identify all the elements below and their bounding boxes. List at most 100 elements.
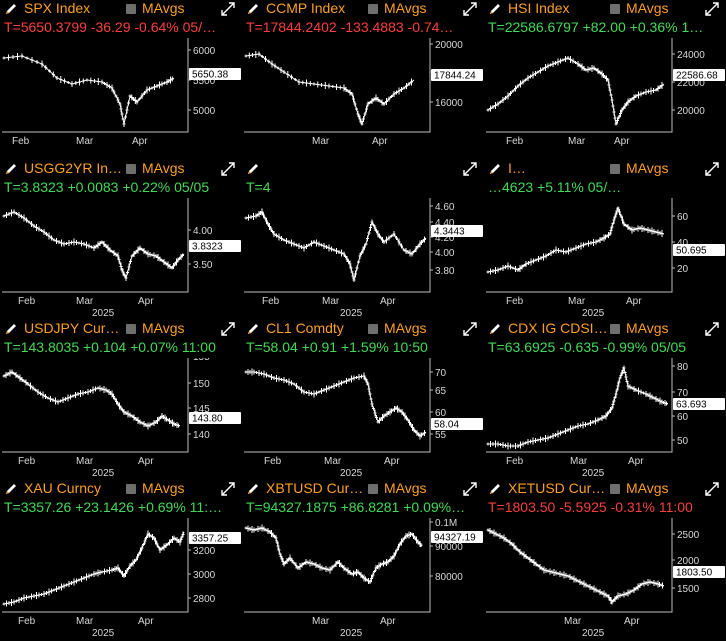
chart-panel[interactable]: XAU Curncy MAvgs T=3357.26 +23.1426 +0.69%… [0,480,242,640]
mavgs-label[interactable]: MAvgs [626,160,669,176]
mavgs-checkbox-icon[interactable] [368,4,378,14]
price-bar [66,81,70,84]
price-chart[interactable]: 3200 3000 2800 3357.25 Feb Mar Apr 2025 [0,518,242,640]
security-title[interactable]: CCMP Index [266,0,346,16]
expand-arrows-icon[interactable] [220,161,236,177]
pencil-icon[interactable] [246,322,260,336]
price-bar [41,391,45,399]
mavgs-label[interactable]: MAvgs [142,160,185,176]
expand-arrows-icon[interactable] [462,1,478,17]
mavgs-label[interactable]: MAvgs [626,480,669,496]
price-chart[interactable]: 2500 2000 1500 1803.50 Mar Apr 2025 [484,518,726,640]
chart-panel[interactable]: HSI Index MAvgs T=22586.6797 +82.00 +0.36%… [484,0,726,160]
security-title[interactable]: USDJPY Cur… [24,320,120,336]
security-title[interactable]: CL1 Comdty [266,320,344,336]
mavgs-checkbox-icon[interactable] [126,324,136,334]
y-tick-label: 2800 [193,594,216,605]
expand-arrows-icon[interactable] [704,1,720,17]
price-bar [254,51,258,58]
price-bar [499,267,502,271]
price-chart[interactable]: 155 150 145 140 143.80 Feb Mar Apr 2025 [0,358,242,480]
pencil-icon[interactable] [488,482,502,496]
chart-panel[interactable]: CL1 Comdty MAvgs T=58.04 +0.91 +1.59% 10:5… [242,320,484,480]
pencil-icon[interactable] [488,2,502,16]
pencil-icon[interactable] [488,322,502,336]
security-title[interactable]: I… [508,160,526,176]
expand-arrows-icon[interactable] [220,1,236,17]
x-tick-label: Apr [372,136,388,147]
chart-panel[interactable]: T=4 4.60 4.40 4.20 4.00 3.80 4.3443 Feb Mar Apr 20… [242,160,484,320]
price-bar [397,544,400,550]
price-bar [390,234,393,238]
chart-panel[interactable]: USGG2YR In… MAvgs T=3.8323 +0.0083 +0.22% … [0,160,242,320]
pencil-icon[interactable] [4,162,18,176]
pencil-icon[interactable] [4,322,18,336]
price-bar [316,564,320,568]
price-bar [177,423,180,428]
chart-panel[interactable]: CCMP Index MAvgs T=17844.2402 -133.4883 -0… [242,0,484,160]
y-tick-label: 80000 [435,572,463,583]
price-chart[interactable]: 60 40 20 50.695 Feb Mar Apr 2025 [484,198,726,320]
expand-arrows-icon[interactable] [462,321,478,337]
security-title[interactable]: HSI Index [508,0,570,16]
price-bar [44,65,48,70]
pencil-icon[interactable] [488,162,502,176]
price-chart[interactable]: 24000 22000 20000 22586.68 Feb Mar Apr [484,38,726,160]
chart-panel[interactable]: XETUSD Cur… MAvgs T=1803.50 -5.5925 -0.31%… [484,480,726,640]
mavgs-checkbox-icon[interactable] [126,4,136,14]
mavgs-label[interactable]: MAvgs [626,320,669,336]
chart-panel[interactable]: SPX Index MAvgs T=5650.3799 -36.29 -0.64% … [0,0,242,160]
pencil-icon[interactable] [246,2,260,16]
pencil-icon[interactable] [4,2,18,16]
mavgs-label[interactable]: MAvgs [384,480,427,496]
expand-arrows-icon[interactable] [462,481,478,497]
mavgs-label[interactable]: MAvgs [384,320,427,336]
expand-arrows-icon[interactable] [704,481,720,497]
mavgs-label[interactable]: MAvgs [384,0,427,16]
mavgs-checkbox-icon[interactable] [610,4,620,14]
price-chart[interactable]: 4.00 3.50 3.8323 Feb Mar Apr 2025 [0,198,242,320]
mavgs-checkbox-icon[interactable] [126,164,136,174]
security-title[interactable]: SPX Index [24,0,91,16]
expand-arrows-icon[interactable] [462,161,478,177]
expand-arrows-icon[interactable] [704,321,720,337]
price-bar [546,435,550,441]
mavgs-label[interactable]: MAvgs [142,320,185,336]
pencil-icon[interactable] [246,162,260,176]
price-bar [106,244,110,252]
mavgs-label[interactable]: MAvgs [142,480,185,496]
security-title[interactable]: XETUSD Cur… [508,480,606,496]
price-bar [387,235,391,241]
price-bar [156,254,160,261]
security-title[interactable]: USGG2YR In… [24,160,123,176]
security-title[interactable]: CDX IG CDSI… [508,320,608,336]
mavgs-label[interactable]: MAvgs [626,0,669,16]
pencil-icon[interactable] [4,482,18,496]
security-title[interactable]: XAU Curncy [24,480,102,496]
security-title[interactable]: XBTUSD Cur… [266,480,364,496]
price-chart[interactable]: 6000 5500 5000 5650.38 Feb Mar Apr [0,38,242,160]
expand-arrows-icon[interactable] [220,321,236,337]
mavgs-checkbox-icon[interactable] [610,484,620,494]
mavgs-label[interactable]: MAvgs [142,0,185,16]
pencil-icon[interactable] [246,482,260,496]
mavgs-checkbox-icon[interactable] [368,324,378,334]
price-chart[interactable]: 80 70 60 50 63.693 Feb Mar Apr 2025 [484,358,726,480]
mavgs-checkbox-icon[interactable] [610,324,620,334]
chart-panel[interactable]: CDX IG CDSI… MAvgs T=63.6925 -0.635 -0.99%… [484,320,726,480]
chart-panel[interactable]: XBTUSD Cur… MAvgs T=94327.1875 +86.8281 +0… [242,480,484,640]
mavgs-checkbox-icon[interactable] [126,484,136,494]
price-bar [67,581,71,587]
chart-panel[interactable]: USDJPY Cur… MAvgs T=143.8035 +0.104 +0.07%… [0,320,242,480]
expand-arrows-icon[interactable] [220,481,236,497]
price-chart[interactable]: 4.60 4.40 4.20 4.00 3.80 4.3443 Feb Mar Apr 2025 [242,198,484,320]
mavgs-checkbox-icon[interactable] [610,164,620,174]
price-bar [544,253,548,259]
expand-arrows-icon[interactable] [704,161,720,177]
chart-panel[interactable]: I… MAvgs …4623 +5.11% 05/… 60 40 20 50.695 Feb M… [484,160,726,320]
price-bar [392,231,396,237]
mavgs-checkbox-icon[interactable] [368,484,378,494]
price-chart[interactable]: 0.1M 90000 80000 94327.19 Mar Apr 2025 [242,518,484,640]
